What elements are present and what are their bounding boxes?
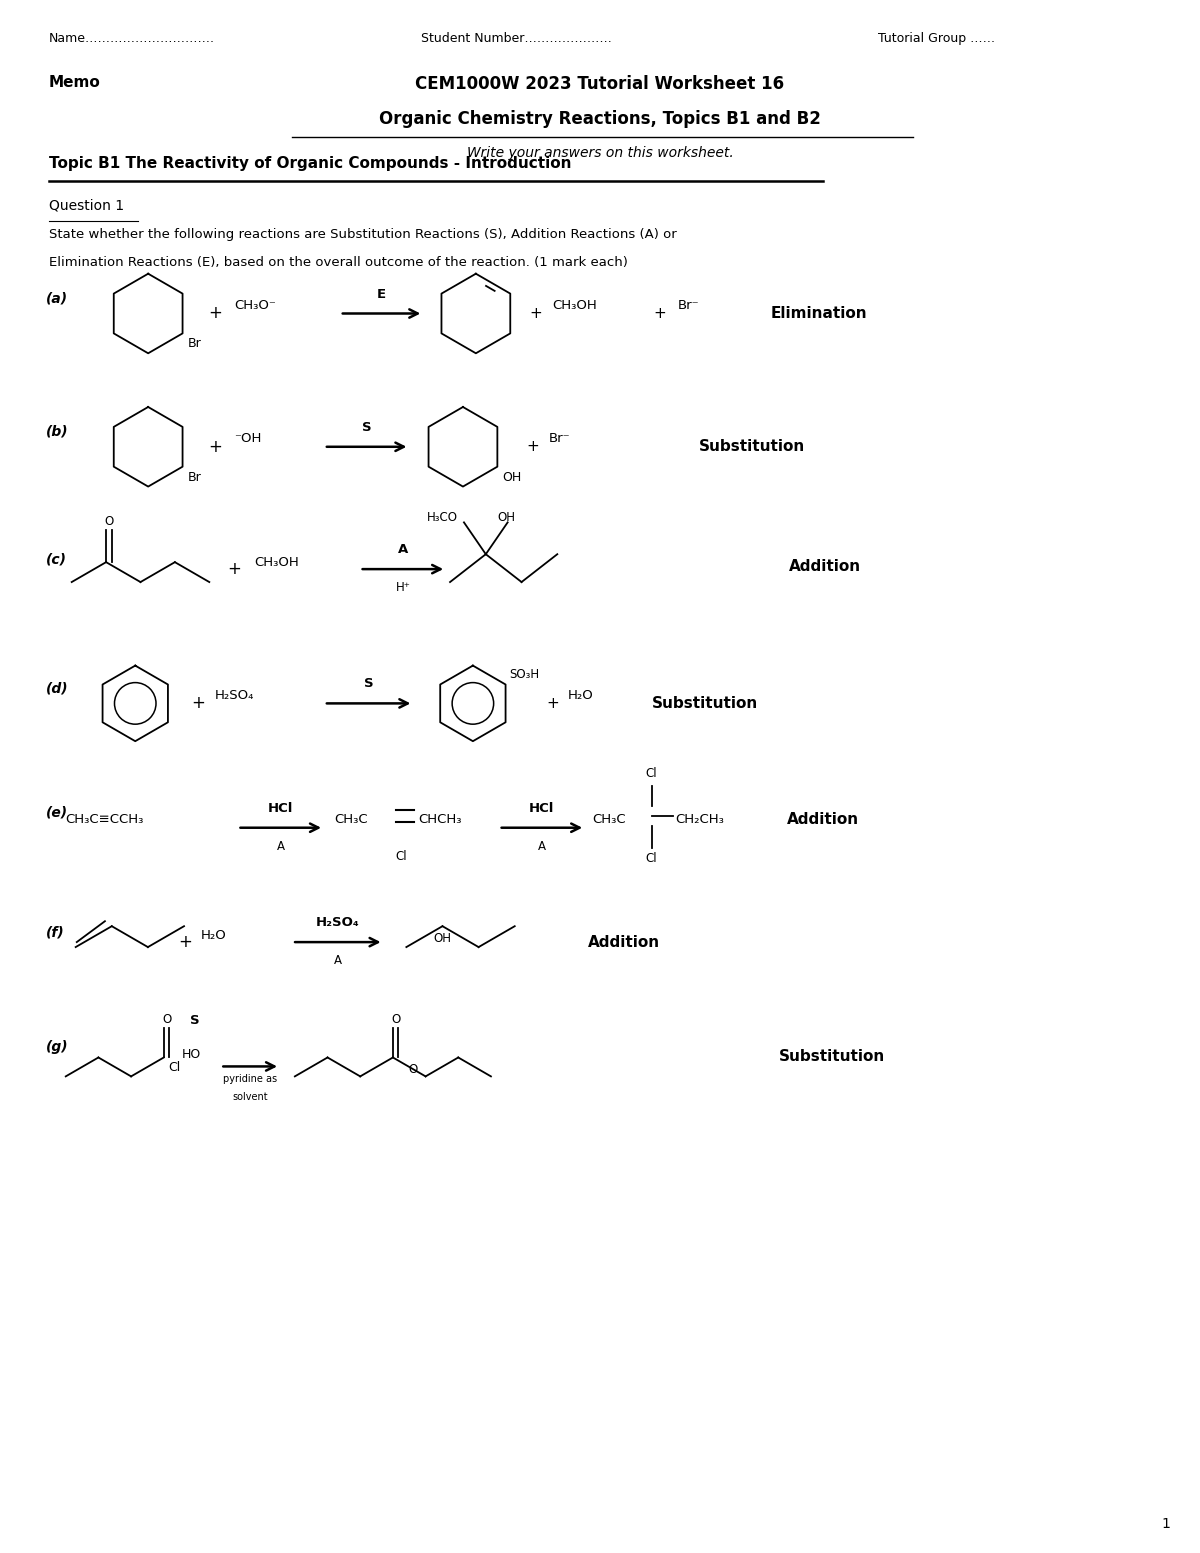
Text: A: A — [538, 840, 546, 853]
Text: Substitution: Substitution — [779, 1048, 884, 1064]
Text: H⁺: H⁺ — [396, 581, 410, 595]
Text: CH₂CH₃: CH₂CH₃ — [676, 814, 725, 826]
Text: H₃CO: H₃CO — [427, 511, 458, 525]
Text: Tutorial Group ……: Tutorial Group …… — [878, 33, 995, 45]
Text: OH: OH — [433, 932, 451, 946]
Text: S: S — [190, 1014, 199, 1027]
Text: solvent: solvent — [233, 1092, 268, 1103]
Text: +: + — [191, 694, 205, 713]
Text: H₂O: H₂O — [200, 929, 227, 941]
Text: (d): (d) — [46, 682, 68, 696]
Text: State whether the following reactions are Substitution Reactions (S), Addition R: State whether the following reactions ar… — [49, 228, 677, 241]
Text: OH: OH — [498, 511, 516, 525]
Text: O: O — [409, 1064, 418, 1076]
Text: (c): (c) — [46, 553, 67, 567]
Text: +: + — [653, 306, 666, 321]
Text: Name………………………….: Name…………………………. — [49, 33, 215, 45]
Text: Br⁻: Br⁻ — [548, 432, 570, 446]
Text: H₂O: H₂O — [569, 690, 594, 702]
Text: CHCH₃: CHCH₃ — [419, 814, 462, 826]
Text: CH₃C: CH₃C — [334, 814, 367, 826]
Text: Memo: Memo — [49, 75, 101, 90]
Text: E: E — [377, 287, 386, 301]
Text: OH: OH — [503, 471, 522, 483]
Text: Br: Br — [187, 471, 202, 483]
Text: H₂SO₄: H₂SO₄ — [215, 690, 254, 702]
Text: +: + — [526, 439, 539, 455]
Text: HCl: HCl — [268, 801, 294, 815]
Text: O: O — [162, 1013, 172, 1025]
Text: Write your answers on this worksheet.: Write your answers on this worksheet. — [467, 146, 733, 160]
Text: O: O — [391, 1013, 401, 1025]
Text: Addition: Addition — [588, 935, 660, 949]
Text: (f): (f) — [46, 926, 65, 940]
Text: CEM1000W 2023 Tutorial Worksheet 16: CEM1000W 2023 Tutorial Worksheet 16 — [415, 75, 785, 93]
Text: CH₃OH: CH₃OH — [552, 300, 598, 312]
Text: +: + — [208, 304, 222, 323]
Text: HO: HO — [181, 1048, 200, 1061]
Text: Cl: Cl — [396, 849, 407, 862]
Text: A: A — [334, 954, 342, 968]
Text: Addition: Addition — [787, 812, 859, 828]
Text: (e): (e) — [46, 806, 68, 820]
Text: HCl: HCl — [529, 801, 554, 815]
Text: Br⁻: Br⁻ — [678, 300, 700, 312]
Text: Cl: Cl — [646, 851, 658, 865]
Text: CH₃C: CH₃C — [592, 814, 625, 826]
Text: +: + — [178, 933, 192, 950]
Text: Substitution: Substitution — [652, 696, 758, 711]
Text: pyridine as: pyridine as — [223, 1075, 277, 1084]
Text: CH₃OH: CH₃OH — [254, 556, 299, 568]
Text: CH₃C≡CCH₃: CH₃C≡CCH₃ — [66, 814, 144, 826]
Text: S: S — [364, 677, 373, 691]
Text: Elimination Reactions (E), based on the overall outcome of the reaction. (1 mark: Elimination Reactions (E), based on the … — [49, 256, 628, 269]
Text: O: O — [104, 516, 114, 528]
Text: H₂SO₄: H₂SO₄ — [316, 916, 360, 929]
Text: Student Number…………………: Student Number………………… — [421, 33, 612, 45]
Text: +: + — [546, 696, 559, 711]
Text: +: + — [228, 561, 241, 578]
Text: Organic Chemistry Reactions, Topics B1 and B2: Organic Chemistry Reactions, Topics B1 a… — [379, 110, 821, 127]
Text: Question 1: Question 1 — [49, 199, 124, 213]
Text: A: A — [397, 544, 408, 556]
Text: (g): (g) — [46, 1039, 68, 1053]
Text: Addition: Addition — [788, 559, 860, 573]
Text: +: + — [529, 306, 542, 321]
Text: Br: Br — [187, 337, 202, 351]
Text: (b): (b) — [46, 426, 68, 439]
Text: Cl: Cl — [169, 1061, 181, 1075]
Text: A: A — [277, 840, 284, 853]
Text: SO₃H: SO₃H — [510, 668, 540, 680]
Text: Cl: Cl — [646, 767, 658, 780]
Text: Elimination: Elimination — [770, 306, 868, 321]
Text: CH₃O⁻: CH₃O⁻ — [234, 300, 276, 312]
Text: S: S — [362, 421, 372, 433]
Text: (a): (a) — [46, 292, 68, 306]
Text: +: + — [208, 438, 222, 455]
Text: ⁻OH: ⁻OH — [234, 432, 262, 446]
Text: Substitution: Substitution — [700, 439, 805, 455]
Text: Topic B1 The Reactivity of Organic Compounds - Introduction: Topic B1 The Reactivity of Organic Compo… — [49, 157, 571, 171]
Text: 1: 1 — [1162, 1517, 1170, 1531]
